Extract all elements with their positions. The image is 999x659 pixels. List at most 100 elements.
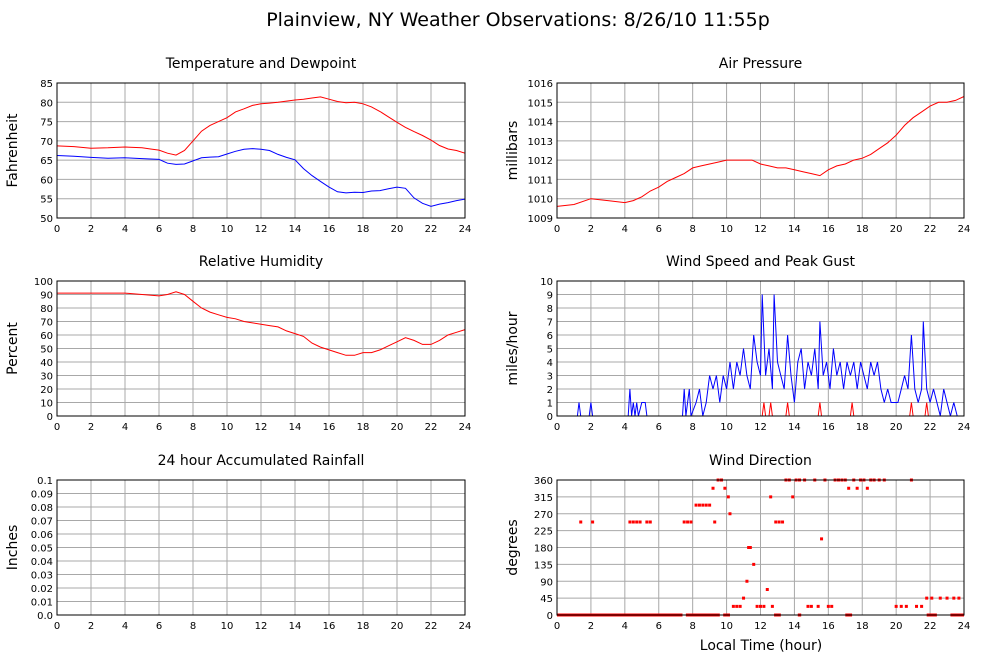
y-tick-label: 0.08 [31,503,53,514]
direction-point [731,604,735,608]
x-tick-label: 22 [924,422,937,433]
direction-point [806,604,810,608]
direction-point [777,520,781,524]
y-tick-label: 0.0 [37,611,53,622]
direction-point [645,520,649,524]
plot-frame [56,479,466,616]
x-tick-label: 16 [822,224,835,235]
y-tick-label: 0.04 [31,557,53,568]
x-tick-label: 24 [459,621,472,632]
x-tick-label: 0 [554,621,560,632]
direction-point [904,604,908,608]
y-tick-label: 1012 [528,156,553,167]
x-tick-label: 4 [122,621,128,632]
direction-point [809,604,813,608]
chart-panel-2: 0 2 4 6 8 10 12 14 16 18 20 22 241009101010111012101… [505,56,970,235]
y-tick-label: 50 [40,345,53,356]
x-tick-label: 16 [323,621,336,632]
y-tick-label: 315 [534,493,553,504]
y-tick-label: 0.06 [31,530,53,541]
y-tick-label: 0 [547,412,553,423]
x-tick-label: 2 [88,621,94,632]
x-tick-label: 14 [289,224,302,235]
x-tick-label: 8 [190,621,196,632]
x-tick-label: 18 [856,621,869,632]
y-tick-label: 3 [547,372,553,383]
x-tick-label: 20 [890,224,903,235]
chart-title: Relative Humidity [199,254,323,270]
direction-point [826,604,830,608]
x-tick-label: 0 [54,422,60,433]
y-tick-label: 70 [40,137,53,148]
x-tick-label: 16 [822,422,835,433]
x-tick-label: 12 [754,224,767,235]
direction-point [708,503,712,507]
y-tick-label: 4 [547,358,553,369]
x-tick-label: 6 [156,621,162,632]
direction-point [638,520,642,524]
x-tick-label: 10 [720,224,733,235]
y-tick-label: 5 [547,345,553,356]
chart-panel-3: 0 2 4 6 8 10 12 14 16 18 20 22 240102030405060708090… [5,254,471,433]
figure-title: Plainview, NY Weather Observations: 8/26… [266,9,770,31]
x-tick-label: 2 [588,621,594,632]
direction-point [579,520,583,524]
direction-point [745,579,749,583]
direction-point [830,604,834,608]
direction-point [759,604,762,608]
chart-title: Air Pressure [719,56,802,72]
direction-point [701,503,705,507]
direction-point [726,495,730,499]
x-tick-label: 8 [689,422,695,433]
y-tick-label: 0.01 [31,598,53,609]
x-tick-label: 22 [425,422,438,433]
chart-panel-1: 0 2 4 6 8 10 12 14 16 18 20 22 245055606570758085Tem… [5,56,471,235]
y-tick-label: 0 [47,412,53,423]
y-tick-label: 80 [40,98,53,109]
chart-title: 24 hour Accumulated Rainfall [158,453,365,469]
x-tick-label: 18 [357,224,370,235]
direction-point [938,596,942,600]
series-line-1 [57,291,466,356]
x-tick-label: 18 [856,224,869,235]
y-tick-label: 0.1 [37,476,53,487]
y-tick-label: 10 [40,399,53,410]
x-axis-label: Local Time (hour) [700,638,822,654]
direction-point [847,486,851,490]
x-tick-label: 8 [190,224,196,235]
direction-point [855,486,859,490]
direction-point [765,588,769,591]
direction-point [957,596,961,600]
chart-panel-5: 0 2 4 6 8 10 12 14 16 18 20 22 240.00.010.020.030.04… [5,453,471,632]
x-tick-label: 18 [357,422,370,433]
direction-point [820,537,824,541]
x-tick-label: 22 [924,224,937,235]
y-axis-label: millibars [505,121,521,181]
x-tick-label: 0 [54,621,60,632]
direction-point [769,495,773,499]
y-tick-label: 90 [540,577,553,588]
y-tick-label: 80 [40,304,53,315]
direction-point [781,520,785,524]
x-tick-label: 6 [156,422,162,433]
direction-point [631,520,635,524]
x-tick-label: 24 [958,621,971,632]
direction-point [591,520,595,524]
x-tick-label: 16 [323,224,336,235]
x-tick-label: 22 [924,621,937,632]
x-tick-label: 12 [255,422,268,433]
x-tick-label: 10 [720,422,733,433]
x-tick-label: 10 [221,422,234,433]
x-tick-label: 18 [856,422,869,433]
direction-point [952,596,956,600]
x-tick-label: 8 [190,422,196,433]
y-tick-label: 1015 [528,98,553,109]
plot-frame [556,82,965,219]
y-axis-label: Fahrenheit [5,113,21,188]
x-tick-label: 20 [391,621,404,632]
y-tick-label: 0 [547,611,553,622]
y-tick-label: 50 [40,214,53,225]
y-tick-label: 0.03 [31,571,53,582]
